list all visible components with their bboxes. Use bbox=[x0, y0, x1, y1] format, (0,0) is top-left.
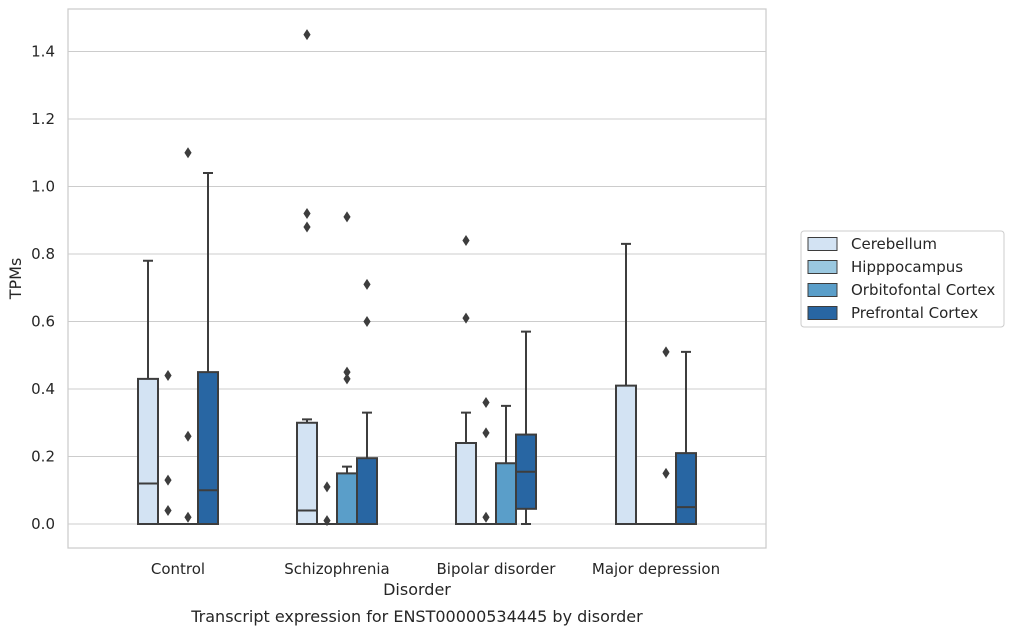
x-tick-label: Control bbox=[151, 560, 205, 578]
outlier-point bbox=[303, 29, 311, 41]
outlier-point bbox=[323, 515, 331, 527]
outlier-point bbox=[662, 346, 670, 358]
box-body bbox=[615, 384, 637, 525]
y-tick-label: 1.0 bbox=[31, 178, 55, 196]
x-axis-title: Disorder bbox=[383, 580, 451, 599]
legend-label: Cerebellum bbox=[851, 235, 937, 253]
outlier-point bbox=[482, 427, 490, 439]
box-cerebellum bbox=[455, 235, 477, 525]
box-hipppocampus bbox=[476, 397, 496, 525]
gridlines bbox=[68, 50, 766, 525]
outlier-point bbox=[482, 511, 490, 523]
outlier-point bbox=[184, 430, 192, 442]
legend-swatch bbox=[807, 260, 838, 274]
outlier-point bbox=[303, 221, 311, 233]
outlier-point bbox=[184, 147, 192, 159]
legend-swatch bbox=[807, 283, 838, 297]
box-body bbox=[495, 462, 517, 525]
plot-area-frame bbox=[67, 8, 767, 549]
legend-frame bbox=[800, 230, 1005, 328]
outlier-point bbox=[303, 208, 311, 219]
outlier-point bbox=[164, 474, 172, 486]
x-axis-ticks: Control Schizophrenia Bipolar disorder Majo… bbox=[151, 560, 720, 578]
y-tick-label: 1.4 bbox=[31, 43, 55, 61]
box-prefrontal-cortex bbox=[356, 278, 378, 525]
box-cerebellum bbox=[137, 259, 159, 525]
box-cerebellum bbox=[615, 242, 637, 525]
y-tick-label: 0.8 bbox=[31, 245, 55, 263]
outlier-point bbox=[482, 397, 490, 408]
box-prefrontal-cortex bbox=[197, 172, 219, 525]
box-body bbox=[336, 472, 358, 525]
box-prefrontal-cortex bbox=[675, 350, 697, 525]
outlier-point bbox=[164, 370, 172, 381]
x-tick-label: Schizophrenia bbox=[284, 560, 389, 578]
y-tick-label: 1.2 bbox=[31, 110, 55, 128]
legend-label: Prefrontal Cortex bbox=[851, 304, 978, 322]
legend: Cerebellum Hipppocampus Orbitofontal Corte… bbox=[800, 230, 1005, 328]
outlier-point bbox=[662, 467, 670, 479]
box-body bbox=[296, 421, 318, 525]
x-tick-label: Major depression bbox=[592, 560, 720, 578]
legend-label: Hipppocampus bbox=[851, 258, 963, 276]
box-hipppocampus bbox=[158, 370, 178, 525]
box-prefrontal-cortex bbox=[515, 330, 537, 525]
x-tick-label: Bipolar disorder bbox=[437, 560, 557, 578]
outlier-point bbox=[164, 505, 172, 516]
outlier-point bbox=[323, 481, 331, 493]
outlier-point bbox=[184, 511, 192, 523]
outlier-point bbox=[462, 235, 470, 246]
outlier-point bbox=[363, 316, 371, 327]
box-orbitofontal-cortex bbox=[178, 147, 198, 525]
outlier-point bbox=[343, 211, 351, 223]
outlier-point bbox=[462, 312, 470, 324]
y-tick-label: 0.0 bbox=[31, 515, 55, 533]
figure-caption: Transcript expression for ENST0000053444… bbox=[190, 607, 643, 626]
legend-swatch bbox=[807, 306, 838, 320]
box-orbitofontal-cortex bbox=[495, 404, 517, 525]
box-body bbox=[356, 457, 378, 525]
outlier-point bbox=[343, 366, 351, 378]
box-body bbox=[197, 371, 219, 525]
box-body bbox=[137, 377, 159, 525]
box-cerebellum bbox=[296, 29, 318, 525]
box-hipppocampus bbox=[317, 481, 337, 527]
boxes bbox=[137, 29, 697, 527]
y-axis-title: TPMs bbox=[6, 258, 25, 301]
box-orbitofontal-cortex bbox=[336, 211, 358, 525]
y-axis-ticks: 0.0 0.2 0.4 0.6 0.8 1.0 1.2 1.4 bbox=[31, 43, 55, 534]
legend-label: Orbitofontal Cortex bbox=[851, 281, 995, 299]
box-body bbox=[675, 452, 697, 525]
y-tick-label: 0.4 bbox=[31, 380, 55, 398]
outlier-point bbox=[343, 373, 351, 385]
y-tick-label: 0.2 bbox=[31, 448, 55, 466]
outlier-point bbox=[363, 278, 371, 290]
legend-swatch bbox=[807, 237, 838, 251]
y-tick-label: 0.6 bbox=[31, 313, 55, 331]
box-body bbox=[455, 442, 477, 525]
box-orbitofontal-cortex bbox=[656, 346, 676, 525]
